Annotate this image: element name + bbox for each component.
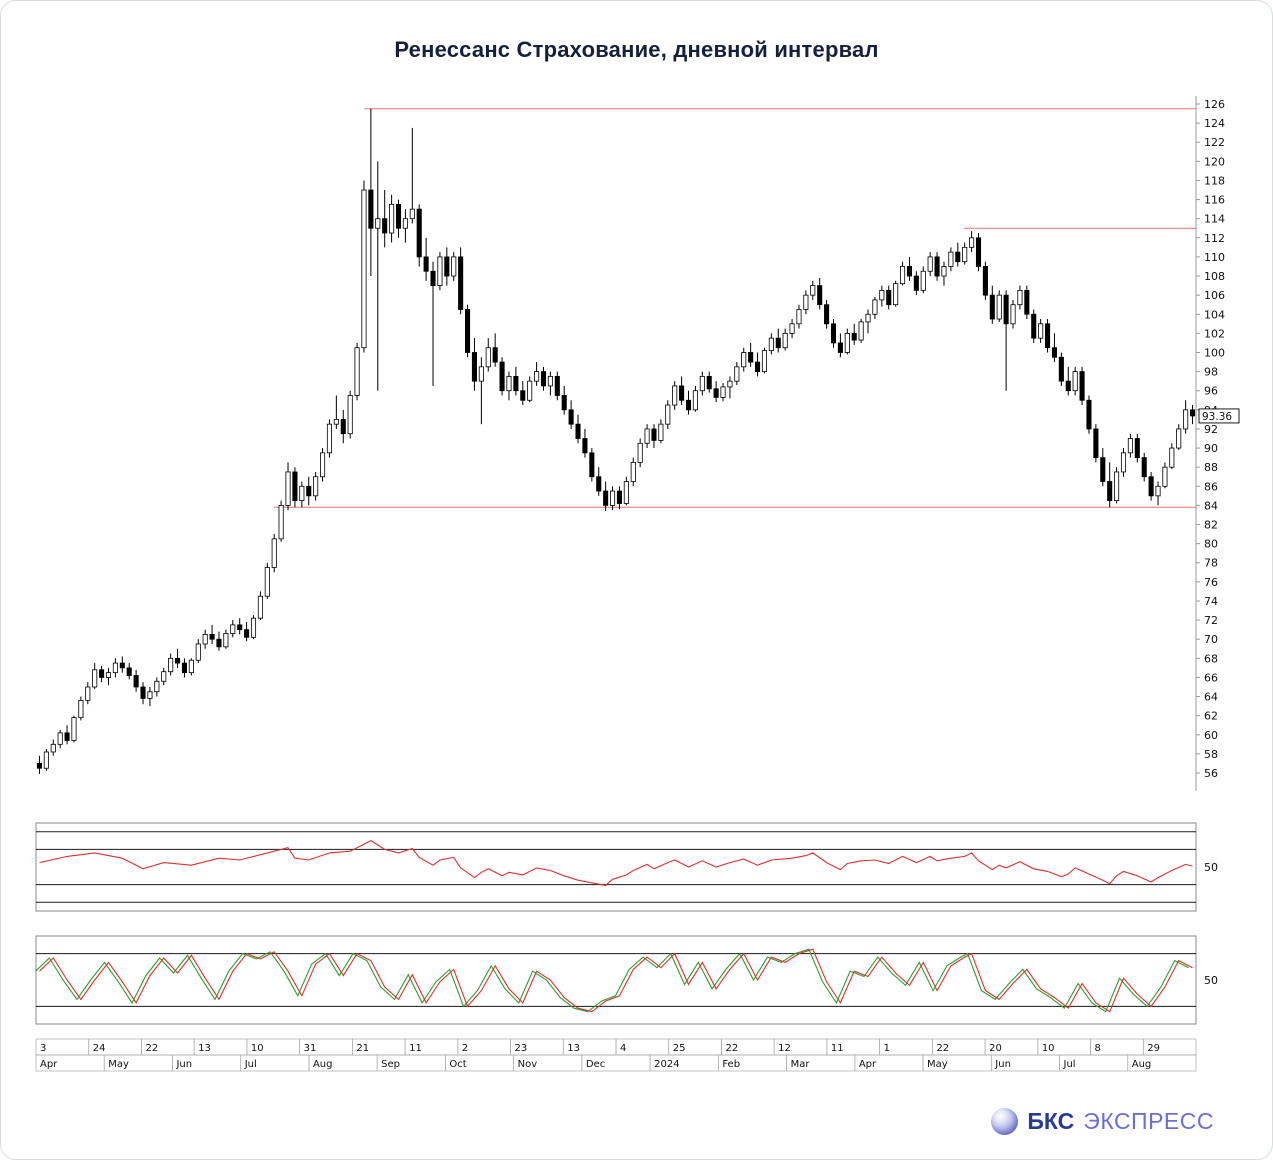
svg-text:120: 120 (1204, 155, 1225, 168)
svg-text:Jul: Jul (1063, 1059, 1076, 1070)
svg-text:3: 3 (40, 1043, 46, 1054)
svg-text:31: 31 (304, 1043, 317, 1054)
svg-text:70: 70 (1204, 633, 1218, 646)
svg-text:22: 22 (145, 1043, 158, 1054)
svg-text:116: 116 (1204, 194, 1225, 207)
svg-text:124: 124 (1204, 117, 1225, 130)
svg-text:110: 110 (1204, 251, 1225, 264)
svg-text:May: May (927, 1059, 948, 1070)
svg-text:104: 104 (1204, 308, 1225, 321)
svg-text:58: 58 (1204, 748, 1218, 761)
svg-text:126: 126 (1204, 98, 1225, 111)
svg-text:106: 106 (1204, 289, 1225, 302)
svg-text:50: 50 (1204, 861, 1218, 874)
svg-text:22: 22 (725, 1043, 738, 1054)
svg-text:11: 11 (409, 1043, 422, 1054)
svg-text:2024: 2024 (654, 1059, 679, 1070)
chart-title: Ренессанс Страхование, дневной интервал (394, 37, 879, 62)
svg-text:96: 96 (1204, 385, 1218, 398)
svg-text:Nov: Nov (518, 1059, 538, 1070)
svg-text:13: 13 (198, 1043, 211, 1054)
svg-text:13: 13 (567, 1043, 580, 1054)
svg-text:76: 76 (1204, 576, 1218, 589)
svg-text:Dec: Dec (586, 1059, 605, 1070)
svg-text:4: 4 (620, 1043, 626, 1054)
svg-text:80: 80 (1204, 538, 1218, 551)
svg-text:50: 50 (1204, 974, 1218, 987)
svg-text:82: 82 (1204, 519, 1218, 532)
svg-text:68: 68 (1204, 652, 1218, 665)
svg-text:Aug: Aug (1132, 1059, 1152, 1070)
svg-text:78: 78 (1204, 557, 1218, 570)
svg-text:Apr: Apr (859, 1059, 877, 1070)
svg-text:60: 60 (1204, 729, 1218, 742)
svg-text:118: 118 (1204, 174, 1225, 187)
svg-text:Sep: Sep (381, 1059, 400, 1070)
svg-text:May: May (108, 1059, 129, 1070)
svg-text:22: 22 (936, 1043, 949, 1054)
svg-text:62: 62 (1204, 710, 1218, 723)
svg-text:122: 122 (1204, 136, 1225, 149)
svg-text:Jun: Jun (175, 1059, 192, 1070)
svg-text:12: 12 (778, 1043, 791, 1054)
svg-text:72: 72 (1204, 614, 1218, 627)
svg-text:23: 23 (515, 1043, 528, 1054)
svg-text:86: 86 (1204, 480, 1218, 493)
svg-text:8: 8 (1095, 1043, 1101, 1054)
logo-text-express: ЭКСПРЕСС (1083, 1108, 1214, 1134)
bks-sphere-icon (991, 1108, 1019, 1135)
svg-text:112: 112 (1204, 232, 1225, 245)
svg-text:93.36: 93.36 (1202, 411, 1232, 423)
svg-text:11: 11 (831, 1043, 844, 1054)
svg-text:Apr: Apr (40, 1059, 58, 1070)
svg-text:29: 29 (1147, 1043, 1160, 1054)
svg-text:Oct: Oct (449, 1059, 466, 1070)
svg-text:92: 92 (1204, 423, 1218, 436)
svg-text:1: 1 (884, 1043, 890, 1054)
logo-text-bks: БКС (1027, 1108, 1075, 1134)
svg-text:56: 56 (1204, 767, 1218, 780)
svg-text:66: 66 (1204, 671, 1218, 684)
svg-text:Feb: Feb (722, 1059, 740, 1070)
svg-text:98: 98 (1204, 366, 1218, 379)
svg-text:100: 100 (1204, 346, 1225, 359)
bks-express-logo: БКС ЭКСПРЕСС (991, 1108, 1214, 1135)
svg-text:88: 88 (1204, 461, 1218, 474)
svg-text:20: 20 (989, 1043, 1002, 1054)
svg-text:Jun: Jun (994, 1059, 1011, 1070)
svg-text:108: 108 (1204, 270, 1225, 283)
svg-text:84: 84 (1204, 499, 1218, 512)
svg-text:64: 64 (1204, 691, 1218, 704)
svg-text:Mar: Mar (791, 1059, 811, 1070)
svg-text:2: 2 (462, 1043, 468, 1054)
svg-text:10: 10 (1042, 1043, 1055, 1054)
svg-text:25: 25 (673, 1043, 686, 1054)
svg-text:24: 24 (93, 1043, 106, 1054)
price-chart-canvas: 1261241221201181161141121101081061041021… (35, 96, 1240, 1072)
svg-text:74: 74 (1204, 595, 1218, 608)
svg-text:90: 90 (1204, 442, 1218, 455)
svg-text:10: 10 (251, 1043, 264, 1054)
svg-text:21: 21 (356, 1043, 369, 1054)
svg-text:114: 114 (1204, 213, 1225, 226)
svg-text:Aug: Aug (313, 1059, 333, 1070)
svg-text:102: 102 (1204, 327, 1225, 340)
svg-text:Jul: Jul (244, 1059, 257, 1070)
